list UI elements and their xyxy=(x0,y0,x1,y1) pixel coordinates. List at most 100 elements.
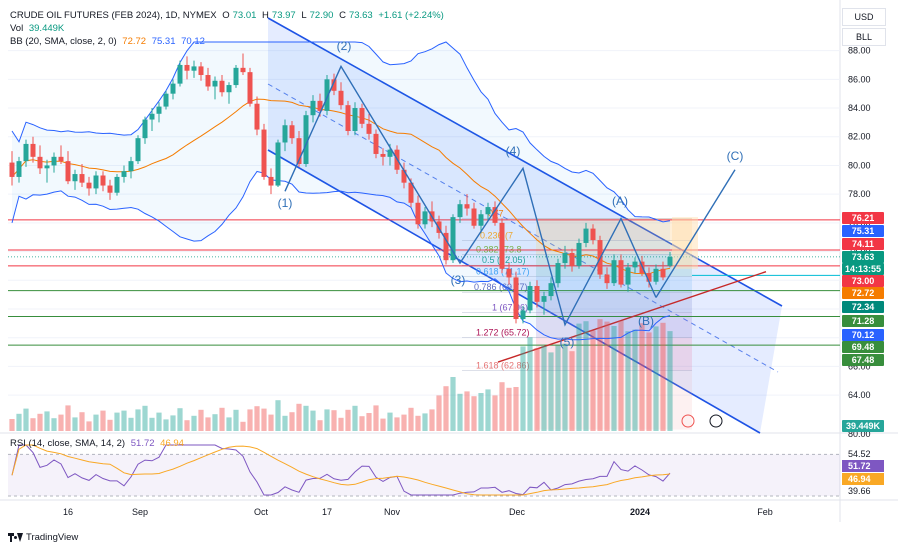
timer-icon xyxy=(709,414,723,428)
volume-bar xyxy=(632,329,638,431)
volume-bar xyxy=(240,421,246,431)
volume-bar xyxy=(387,412,393,431)
candle-body xyxy=(520,310,526,320)
fib-zone xyxy=(536,218,692,241)
legend-close-label: C xyxy=(339,10,346,21)
volume-bar xyxy=(233,409,239,431)
candle-body xyxy=(93,175,99,189)
candle-body xyxy=(254,103,260,130)
rsi-axis-label: 46.94 xyxy=(848,474,871,484)
candle-body xyxy=(401,169,407,183)
candle-body xyxy=(653,268,659,282)
candle-body xyxy=(170,83,176,94)
volume-bar xyxy=(303,405,309,431)
currency-bll-button[interactable]: BLL xyxy=(842,28,886,46)
fib-level-label: 1.618 (62.86) xyxy=(476,360,530,370)
volume-bar xyxy=(520,346,526,431)
target-box xyxy=(672,217,698,269)
volume-bar xyxy=(205,417,211,431)
volume-bar xyxy=(401,414,407,431)
legend-bb-basis: 72.72 xyxy=(122,36,147,47)
volume-bar xyxy=(65,405,71,431)
price-axis-label: 67.48 xyxy=(842,354,884,366)
currency-usd-button[interactable]: USD xyxy=(842,8,886,26)
channel-fill xyxy=(268,18,782,433)
volume-bar xyxy=(9,419,15,431)
candle-body xyxy=(177,64,183,84)
volume-bar xyxy=(492,395,498,431)
volume-bar xyxy=(450,377,456,431)
candle-body xyxy=(366,123,372,134)
candle-body xyxy=(408,182,414,203)
volume-bar xyxy=(422,413,428,431)
candle-body xyxy=(345,105,351,131)
volume-bar xyxy=(72,417,78,431)
candle-body xyxy=(513,277,519,320)
candle-body xyxy=(226,85,232,93)
candle-body xyxy=(464,204,470,209)
volume-bar xyxy=(471,396,477,431)
volume-bar xyxy=(548,352,554,431)
candle-body xyxy=(86,182,92,189)
candle-body xyxy=(212,80,218,87)
candle-body xyxy=(16,161,22,177)
volume-bar xyxy=(289,412,295,431)
volume-bar xyxy=(499,382,505,431)
volume-bar xyxy=(93,414,99,431)
legend-bb-label: BB (20, SMA, close, 2, 0) xyxy=(10,36,117,47)
legend-volume-row: Vol 39.449K xyxy=(10,23,67,35)
volume-bar xyxy=(331,410,337,431)
candle-body xyxy=(240,67,246,73)
volume-bar xyxy=(142,405,148,431)
candle-body xyxy=(660,268,666,278)
rsi-axis-tick: 54.52 xyxy=(848,449,871,459)
volume-bar xyxy=(541,346,547,431)
legend-high-label: H xyxy=(262,10,269,21)
channel-mid-line xyxy=(267,83,779,373)
volume-bar xyxy=(30,418,36,431)
volume-bar xyxy=(667,331,673,431)
candle-body xyxy=(380,153,386,157)
fib-zone xyxy=(536,240,692,255)
candle-body xyxy=(289,125,295,139)
volume-bar xyxy=(506,387,512,431)
volume-bar xyxy=(282,415,288,431)
legend-rsi-row: RSI (14, close, SMA, 14, 2) 51.72 46.94 xyxy=(10,438,187,450)
legend-bb-row: BB (20, SMA, close, 2, 0) 72.72 75.31 70… xyxy=(10,36,208,48)
candle-body xyxy=(247,72,253,104)
candle-body xyxy=(296,138,302,165)
price-axis-tick: 86.00 xyxy=(848,74,871,84)
volume-bar xyxy=(345,409,351,431)
candle-body xyxy=(548,283,554,297)
candle-body xyxy=(359,108,365,124)
candle-body xyxy=(121,171,127,177)
legend-vol-label: Vol xyxy=(10,23,24,34)
time-axis-tick: 17 xyxy=(322,507,332,517)
elliott-wave-label: (4) xyxy=(506,144,521,158)
volume-bar xyxy=(527,337,533,431)
candle-body xyxy=(450,217,456,261)
rsi-band xyxy=(8,454,840,496)
volume-bar xyxy=(163,419,169,431)
volume-bar xyxy=(436,395,442,431)
candle-body xyxy=(667,256,673,266)
price-axis-tick: 80.00 xyxy=(848,160,871,170)
candle-body xyxy=(184,64,190,71)
wave-c-projection xyxy=(655,169,736,298)
volume-bar xyxy=(583,321,589,431)
candle-body xyxy=(142,119,148,139)
legend-rsi-value: 51.72 xyxy=(130,438,155,449)
volume-bar xyxy=(51,418,57,431)
volume-bar xyxy=(268,414,274,431)
tradingview-brand[interactable]: TradingView xyxy=(8,532,78,543)
elliott-wave-label: (A) xyxy=(612,194,628,208)
fib-level-label: 0.236 (7 xyxy=(480,231,513,241)
rising-trend-line xyxy=(497,271,767,363)
candle-body xyxy=(457,204,463,218)
volume-bar xyxy=(219,407,225,431)
candle-body xyxy=(58,156,64,162)
price-axis-label: 72.72 xyxy=(842,287,884,299)
volume-bar xyxy=(555,345,561,431)
